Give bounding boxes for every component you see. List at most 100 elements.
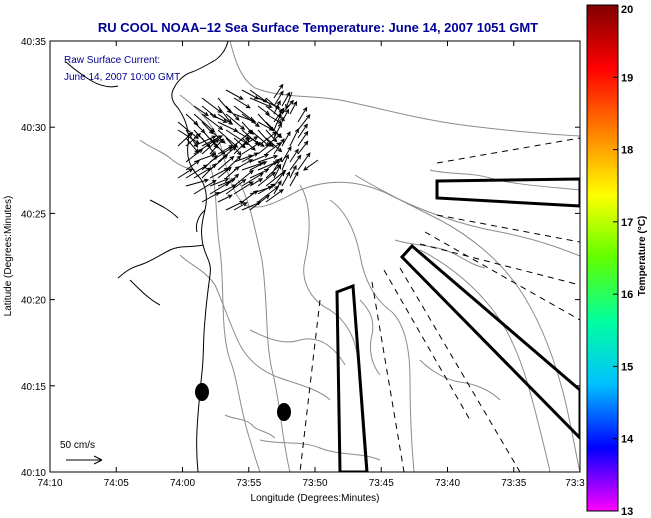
current-vector-arrow [297,152,311,171]
x-tick-label: 74:05 [104,478,129,489]
current-vector-arrow [257,131,278,147]
current-vector-arrow [185,164,209,179]
station-marker [195,383,209,401]
current-vector-arrow [201,192,220,203]
current-vector-arrow [249,178,264,187]
y-tick-label: 40:35 [21,37,46,48]
current-vector-arrow [265,142,282,155]
colorbar-ticks: 20 19 18 17 16 15 14 13 [613,4,634,518]
x-tick-label: 74:00 [170,478,195,489]
current-vector-arrow [281,99,294,115]
surface-current-vectors [177,83,319,211]
current-vector-arrow [225,89,244,100]
current-vector-arrow [289,164,297,179]
colorbar-tick-label: 14 [621,434,634,446]
y-tick-label: 40:30 [21,123,46,134]
current-vector-arrow [281,153,289,171]
current-vector-arrow [217,146,237,163]
current-vector-arrow [249,161,268,171]
current-vector-arrow [201,163,217,179]
current-vector-arrow [281,145,292,163]
y-tick-label: 40:10 [21,468,46,479]
current-vector-arrow [249,194,271,211]
coastline [65,41,229,472]
current-vector-arrow [241,113,260,128]
current-vector-arrow [265,188,284,203]
y-tick-label: 40:20 [21,296,46,307]
current-vector-arrow [201,155,218,171]
current-vector-arrow [193,167,212,179]
current-vector-arrow [217,194,233,203]
current-vector-arrow [233,169,254,187]
x-tick-label: 73:35 [501,478,526,489]
y-tick-label: 40:15 [21,382,46,393]
current-vector-arrow [217,155,235,171]
current-vector-arrow [201,121,214,135]
colorbar-gradient [586,4,619,512]
current-vector-arrow [185,113,199,126]
current-vector-arrow [289,128,299,147]
current-vector-arrow [273,157,283,171]
current-vector-arrow [241,141,262,155]
mooring-stations [195,383,291,421]
x-tick-label: 73:50 [302,478,327,489]
current-vector-arrow [257,142,273,155]
current-vector-arrow [177,131,194,147]
colorbar-tick-label: 20 [621,4,633,16]
colorbar-tick-label: 17 [621,217,633,229]
colorbar-tick-label: 19 [621,72,633,84]
x-tick-label: 73:45 [369,478,394,489]
current-vector-arrow [281,171,291,187]
current-vector-arrow [225,113,246,131]
current-vector-arrow [209,178,230,187]
current-vector-arrow [185,160,201,171]
current-vector-arrow [289,154,302,171]
scale-arrow [66,455,103,465]
current-vector-arrow [241,152,259,163]
current-annotation-line1: Raw Surface Current: [64,55,160,66]
current-vector-arrow [303,159,319,171]
current-vector-arrow [217,113,234,125]
x-tick-label: 73:55 [236,478,261,489]
x-tick-label: 73:40 [435,478,460,489]
current-vector-arrow [209,113,228,123]
current-vector-arrow [225,105,240,121]
current-vector-arrow [285,91,293,110]
current-vector-arrow [257,154,279,163]
current-vector-arrow [241,89,260,100]
current-vector-arrow [281,130,291,147]
x-tick-label: 73:3 [565,478,585,489]
current-vector-arrow [289,171,299,187]
y-axis-ticks: 40:35 40:30 40:25 40:20 40:15 40:10 [21,37,580,479]
current-vector-arrow [233,181,254,195]
current-vector-arrow [249,97,273,108]
current-vector-arrow [225,201,245,211]
current-vector-arrow [273,90,284,107]
map-plot-area [50,41,580,472]
current-vector-arrow [289,148,299,163]
current-vector-arrow [209,138,224,155]
current-vector-arrow [297,130,309,147]
colorbar-tick-label: 18 [621,145,633,157]
current-vector-arrow [257,183,276,195]
current-vector-arrow [241,190,259,203]
x-axis-ticks: 74:10 74:05 74:00 73:55 73:50 73:45 73:40 73:35… [37,41,585,489]
current-vector-arrow [185,148,204,163]
x-axis-label: Longitude (Degrees:Minutes) [251,493,380,504]
current-annotation-line2: June 14, 2007 10:00 GMT [64,72,180,83]
current-vector-arrow [185,132,202,147]
current-vector-arrow [273,83,284,99]
colorbar-tick-label: 15 [621,361,633,373]
bathymetry-contours [139,41,580,472]
current-vector-arrow [257,185,280,203]
current-vector-arrow [241,172,264,187]
current-vector-arrow [273,171,285,187]
x-tick-label: 74:10 [37,478,62,489]
current-vector-arrow [281,91,291,107]
current-vector-arrow [241,136,259,147]
station-marker [277,403,291,421]
current-vector-arrow [201,97,223,114]
current-vector-arrow [193,105,209,117]
scale-label: 50 cm/s [60,440,95,451]
